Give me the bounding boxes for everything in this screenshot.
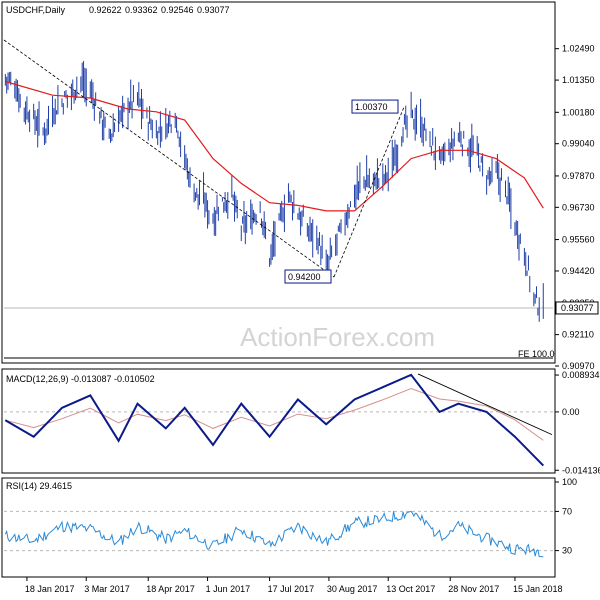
x-tick-label: 13 Oct 2017 <box>386 584 435 594</box>
price-tick-label: 1.02490 <box>562 44 595 54</box>
price-panel-frame <box>1 1 556 364</box>
annotation-box <box>284 269 332 284</box>
macd-title: MACD(12,26,9) -0.013087 -0.010502 <box>6 374 155 384</box>
x-tick-label: 18 Apr 2017 <box>146 584 195 594</box>
macd-tick-label: 0.008934 <box>562 370 600 380</box>
ohlc-close: 0.93077 <box>197 5 230 15</box>
rsi-tick-label: 30 <box>562 546 572 556</box>
macd-trendline <box>417 373 553 436</box>
x-tick-label: 15 Jan 2018 <box>513 584 563 594</box>
ohlc-high: 0.93362 <box>125 5 158 15</box>
rsi-plot <box>4 510 553 558</box>
annotation-text: 1.00370 <box>355 102 388 112</box>
price-tick-label: 0.96730 <box>562 202 595 212</box>
ohlc-low: 0.92546 <box>161 5 194 15</box>
x-tick-label: 3 Mar 2017 <box>84 584 130 594</box>
price-tick-label: 0.90970 <box>562 361 595 371</box>
rsi-line <box>4 510 544 558</box>
macd-plot <box>4 373 553 467</box>
x-tick-label: 1 Jun 2017 <box>206 584 251 594</box>
x-tick-label: 28 Nov 2017 <box>448 584 499 594</box>
watermark: ActionForex.com <box>240 322 435 352</box>
price-tick-label: 0.92110 <box>562 330 594 340</box>
ohlc-open: 0.92622 <box>89 5 122 15</box>
price-tick-label: 0.95560 <box>562 235 595 245</box>
rsi-title: RSI(14) 29.4615 <box>6 481 72 491</box>
price-tick-label: 0.94420 <box>562 266 595 276</box>
rsi-panel-frame <box>1 477 556 578</box>
price-tick-label: 0.99040 <box>562 139 595 149</box>
axes: 1.02490 1.01350 1.00180 0.99040 0.97870 0.967… <box>25 44 600 594</box>
price-annotation: 0.94200 <box>284 269 332 284</box>
trendline-dashed-2 <box>333 106 405 278</box>
trendline-dashed-1 <box>3 39 335 278</box>
moving-average-line <box>5 80 544 212</box>
fe-label: FE 100.0 <box>518 349 555 359</box>
price-plot: 1.00370 0.94200 <box>3 39 553 359</box>
macd-signal-line <box>5 387 544 441</box>
rsi-tick-label: 70 <box>562 506 572 516</box>
price-tick-label: 0.97870 <box>562 171 595 181</box>
chart-symbol: USDCHF,Daily <box>6 5 66 15</box>
macd-tick-label: 0.00 <box>562 407 580 417</box>
price-tick-label: 1.00180 <box>562 107 595 117</box>
price-tick-label: 1.01350 <box>562 75 595 85</box>
macd-tick-label: -0.014136 <box>562 465 600 475</box>
annotation-box <box>351 99 399 114</box>
macd-line <box>4 373 545 467</box>
annotation-text: 0.94200 <box>288 272 321 282</box>
x-tick-label: 30 Aug 2017 <box>327 584 378 594</box>
current-price-box <box>555 301 599 315</box>
x-tick-label: 18 Jan 2017 <box>25 584 75 594</box>
x-tick-label: 17 Jul 2017 <box>268 584 315 594</box>
current-price-label: 0.93077 <box>561 303 594 313</box>
rsi-tick-label: 100 <box>562 477 577 487</box>
price-annotation: 1.00370 <box>351 99 399 114</box>
macd-panel-frame <box>1 368 556 474</box>
